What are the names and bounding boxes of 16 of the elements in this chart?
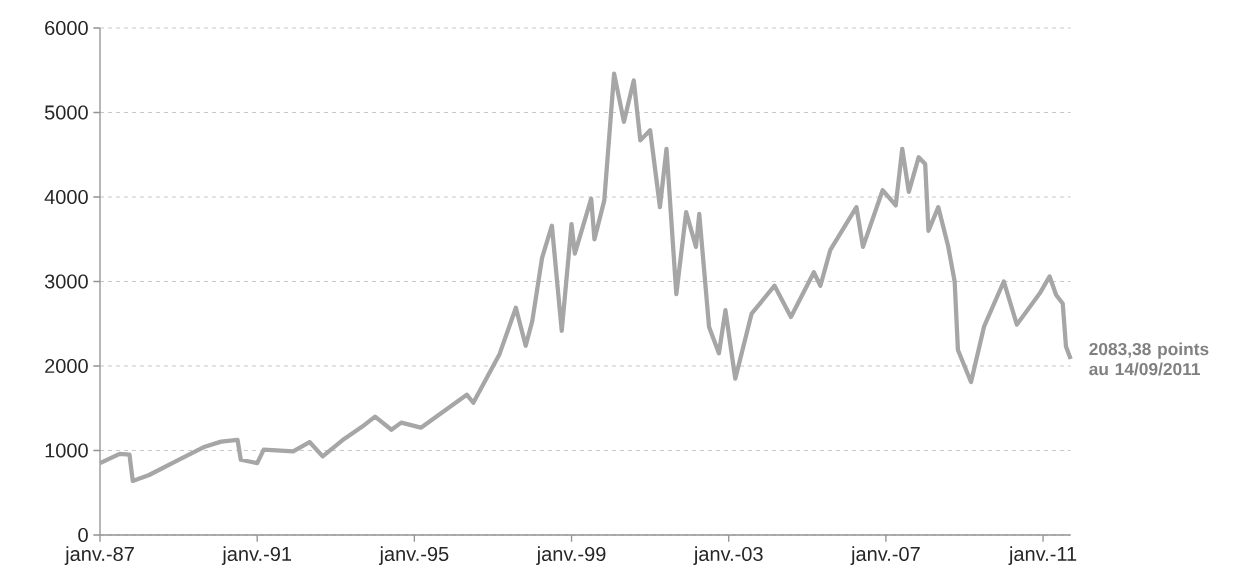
- y-tick-label: 2000: [45, 358, 88, 374]
- y-tick-label: 5000: [44, 105, 88, 120]
- x-tick-label: janv.-99: [536, 546, 606, 565]
- y-tick-label: 1000: [45, 443, 88, 458]
- x-tick-label: janv.-95: [379, 546, 449, 565]
- x-tick-label: janv.-87: [64, 546, 134, 565]
- annotation: 2083,38 points au 14/09/2011: [1089, 342, 1209, 376]
- y-tick-label: 0: [78, 527, 88, 543]
- y-tick-label: 3000: [44, 274, 88, 289]
- y-tick-label: 6000: [45, 20, 88, 36]
- line-series: [97, 71, 1073, 484]
- x-tick-label: janv.-91: [221, 546, 292, 565]
- x-tick-label: janv.-11: [1008, 546, 1077, 565]
- x-tick-label: janv.-07: [850, 546, 920, 565]
- y-tick-label: 4000: [44, 189, 88, 205]
- x-tick-label: janv.-03: [693, 546, 763, 565]
